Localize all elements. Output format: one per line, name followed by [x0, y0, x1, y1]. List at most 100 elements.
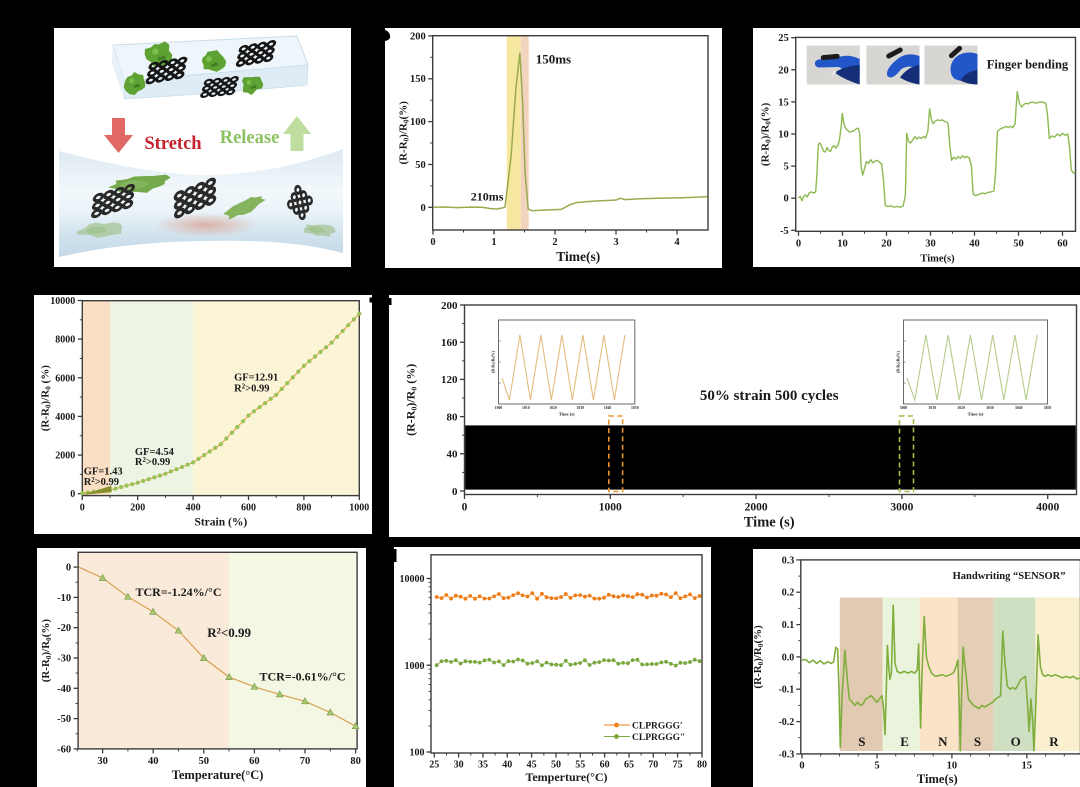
svg-text:-5: -5 [779, 226, 788, 237]
svg-text:0.3: 0.3 [781, 555, 794, 566]
svg-text:0.0: 0.0 [781, 652, 794, 663]
svg-text:20: 20 [881, 238, 892, 249]
svg-text:40: 40 [502, 760, 512, 771]
svg-text:120: 120 [441, 374, 458, 386]
svg-text:400: 400 [186, 503, 201, 514]
svg-text:O: O [1010, 734, 1020, 749]
svg-text:R2>0.99: R2>0.99 [234, 383, 269, 394]
svg-text:1000: 1000 [349, 503, 369, 514]
svg-text:50: 50 [415, 160, 426, 171]
svg-text:0: 0 [66, 563, 71, 574]
svg-text:R2>0.99: R2>0.99 [84, 477, 119, 488]
svg-text:-0.1: -0.1 [778, 684, 794, 695]
svg-text:10000: 10000 [50, 296, 75, 307]
svg-text:3000: 3000 [899, 406, 907, 410]
svg-text:-0.2: -0.2 [778, 717, 794, 728]
svg-text:0.2: 0.2 [781, 587, 794, 598]
svg-text:200: 200 [441, 299, 458, 311]
svg-text:40: 40 [969, 238, 980, 249]
svg-text:10: 10 [837, 238, 848, 249]
svg-text:3050: 3050 [1043, 406, 1051, 410]
svg-text:3040: 3040 [1014, 406, 1022, 410]
svg-text:200: 200 [410, 31, 426, 42]
svg-text:0: 0 [461, 501, 467, 513]
svg-text:50: 50 [1013, 238, 1024, 249]
svg-text:1000: 1000 [598, 501, 621, 513]
svg-text:2000: 2000 [744, 501, 767, 513]
svg-text:25: 25 [778, 33, 789, 44]
svg-text:70: 70 [300, 756, 311, 767]
svg-text:Temperture(°C): Temperture(°C) [525, 770, 607, 784]
svg-text:30: 30 [454, 760, 464, 771]
svg-text:-20: -20 [57, 623, 71, 634]
svg-text:50: 50 [199, 756, 210, 767]
svg-text:3030: 3030 [986, 406, 994, 410]
svg-text:Time(s): Time(s) [556, 249, 600, 264]
svg-text:75: 75 [673, 760, 683, 771]
svg-text:600: 600 [241, 503, 256, 514]
svg-text:3010: 3010 [928, 406, 936, 410]
svg-text:Time(s): Time(s) [920, 253, 955, 264]
svg-text:0: 0 [799, 760, 804, 771]
svg-text:S: S [973, 734, 980, 749]
svg-text:1000: 1000 [494, 406, 502, 410]
svg-text:160: 160 [441, 337, 458, 349]
svg-text:0: 0 [452, 485, 458, 497]
svg-text:N: N [938, 734, 948, 749]
svg-text:1040: 1040 [603, 406, 611, 410]
svg-text:80: 80 [446, 411, 458, 423]
svg-text:Time (s): Time (s) [743, 514, 794, 530]
svg-text:4000: 4000 [55, 412, 75, 423]
svg-text:0.1: 0.1 [781, 620, 794, 631]
svg-text:210ms: 210ms [471, 189, 504, 203]
svg-text:(R-R0)/R0(%): (R-R0)/R0(%) [753, 624, 765, 688]
svg-text:150ms: 150ms [536, 51, 571, 66]
svg-text:10: 10 [946, 760, 957, 771]
svg-text:1010: 1010 [522, 406, 530, 410]
svg-text:2000: 2000 [55, 451, 75, 462]
svg-text:1: 1 [491, 237, 496, 248]
svg-text:(R-R0)/R0(%): (R-R0)/R0(%) [759, 102, 772, 166]
svg-text:0: 0 [783, 194, 788, 205]
svg-text:4: 4 [674, 237, 680, 248]
svg-text:3: 3 [613, 237, 618, 248]
svg-text:R2<0.99: R2<0.99 [208, 625, 252, 640]
svg-text:GF=4.54: GF=4.54 [135, 447, 175, 458]
svg-text:15: 15 [1021, 760, 1032, 771]
svg-text:40: 40 [148, 756, 159, 767]
svg-text:-10: -10 [57, 593, 71, 604]
svg-text:(R-R0)/R0(%): (R-R0)/R0(%) [491, 350, 495, 372]
svg-text:(R-R0)/R0 (%): (R-R0)/R0 (%) [39, 365, 52, 431]
svg-text:0: 0 [420, 202, 425, 213]
svg-text:Finger bending: Finger bending [986, 58, 1068, 72]
svg-text:Handwriting “SENSOR”: Handwriting “SENSOR” [952, 571, 1065, 582]
svg-text:6000: 6000 [55, 373, 75, 384]
svg-text:30: 30 [98, 756, 109, 767]
svg-text:80: 80 [697, 760, 707, 771]
svg-text:5: 5 [783, 162, 788, 173]
svg-text:60: 60 [600, 760, 610, 771]
svg-text:Release: Release [220, 128, 280, 148]
svg-text:0: 0 [70, 489, 75, 500]
svg-text:60: 60 [249, 756, 260, 767]
svg-text:Time(s): Time(s) [916, 771, 957, 785]
svg-text:Stretch: Stretch [144, 134, 202, 154]
svg-text:E: E [900, 734, 909, 749]
svg-text:Strain (%): Strain (%) [194, 517, 247, 529]
svg-text:0: 0 [80, 503, 85, 514]
svg-text:10: 10 [778, 130, 789, 141]
svg-text:R2>0.99: R2>0.99 [135, 457, 170, 468]
svg-text:CLPRGGG″: CLPRGGG″ [632, 733, 685, 743]
svg-text:25: 25 [429, 760, 439, 771]
svg-text:(R-R0)/R0(%): (R-R0)/R0(%) [40, 619, 53, 683]
svg-text:Temperature(°C): Temperature(°C) [172, 768, 264, 782]
svg-text:45: 45 [527, 760, 537, 771]
svg-text:TCR=-0.61%/°C: TCR=-0.61%/°C [260, 670, 346, 684]
svg-text:-40: -40 [57, 684, 71, 695]
svg-text:-0.3: -0.3 [778, 749, 794, 760]
svg-text:3020: 3020 [957, 406, 965, 410]
svg-text:1020: 1020 [549, 406, 557, 410]
svg-text:10000: 10000 [400, 574, 425, 585]
svg-text:1030: 1030 [576, 406, 584, 410]
svg-text:5: 5 [874, 760, 879, 771]
